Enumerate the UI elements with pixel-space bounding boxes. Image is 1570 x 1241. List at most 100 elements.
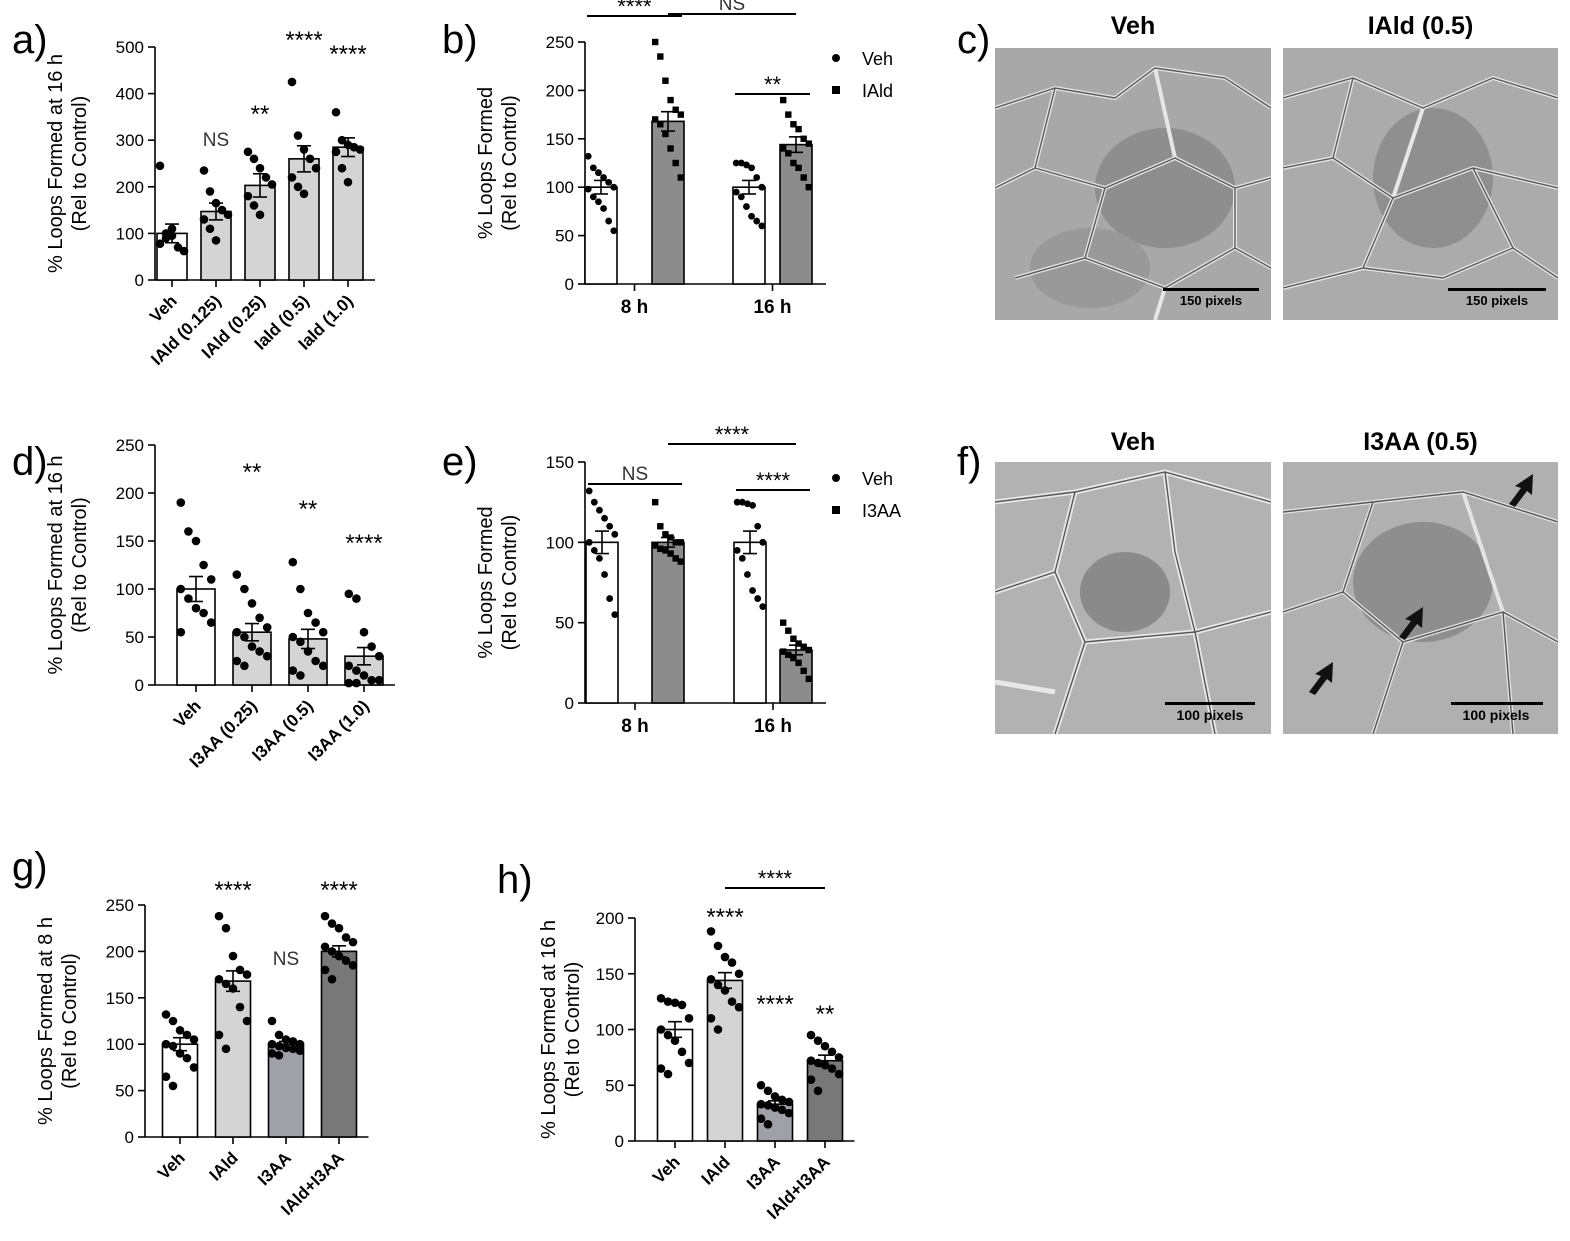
y-tick-label: 100 — [116, 580, 144, 599]
data-point — [656, 1025, 666, 1034]
y-axis-label-2: (Rel to Control) — [499, 95, 521, 231]
x-tick-label: 16 h — [754, 716, 792, 737]
data-point — [663, 1069, 673, 1079]
legend-marker — [832, 54, 840, 62]
data-point — [667, 534, 674, 541]
y-tick-label: 200 — [106, 942, 134, 961]
chart-panel-g: 0 50 100 150 200 250 % Loops Formed at 8 h (Rel… — [35, 877, 369, 1219]
chart-panel-h: 0 50 100 150 200 % Loops Formed at 16 h (Rel t… — [538, 866, 855, 1223]
data-point — [662, 531, 669, 538]
data-point — [753, 217, 761, 225]
data-point — [343, 177, 353, 187]
bar — [176, 588, 216, 686]
data-point — [600, 205, 607, 212]
scale-bar-label: 100 pixels — [1176, 707, 1244, 723]
significance-label: **** — [758, 866, 793, 891]
data-point — [327, 974, 337, 984]
y-tick-label: 50 — [115, 1082, 134, 1101]
data-point — [713, 941, 723, 951]
micrograph-c-iald: 150 pixels — [1283, 48, 1558, 320]
data-point — [734, 1002, 744, 1012]
data-point — [805, 646, 812, 654]
data-point — [785, 627, 792, 634]
data-point — [374, 651, 384, 661]
data-point — [663, 1030, 673, 1040]
data-point — [677, 558, 684, 565]
data-point — [182, 1030, 192, 1040]
data-point — [255, 163, 265, 173]
data-point — [595, 169, 602, 177]
data-point — [652, 116, 659, 123]
micrograph-c-iald-network — [1283, 48, 1558, 320]
data-point — [605, 217, 613, 225]
data-point — [834, 1053, 844, 1062]
data-point — [221, 923, 231, 933]
micrograph-c-left-title: Veh — [1110, 12, 1156, 40]
data-point — [242, 1016, 252, 1026]
data-point — [175, 1025, 185, 1035]
data-point — [287, 77, 297, 87]
data-point — [331, 107, 341, 117]
y-tick-label: 0 — [615, 1132, 624, 1151]
data-point — [228, 951, 238, 961]
data-point — [311, 163, 321, 173]
x-tick-label: I3AA — [254, 1148, 295, 1189]
data-point — [733, 546, 741, 554]
data-point — [720, 986, 730, 995]
data-point — [744, 500, 751, 508]
data-point — [168, 1081, 178, 1091]
data-point — [184, 527, 193, 536]
y-axis-label-2: (Rel to Control) — [69, 497, 91, 633]
data-point — [240, 632, 249, 642]
bar — [332, 146, 364, 281]
data-point — [311, 618, 320, 627]
data-point — [758, 183, 766, 191]
panel-label-h: h) — [497, 858, 533, 902]
data-point — [374, 675, 384, 685]
data-point — [596, 506, 603, 514]
data-point — [805, 140, 812, 147]
data-point — [274, 1051, 284, 1060]
significance-label: **** — [345, 530, 382, 557]
data-point — [305, 154, 315, 164]
data-point — [657, 53, 664, 60]
data-point — [790, 635, 797, 642]
data-point — [589, 193, 597, 201]
data-point — [355, 145, 365, 154]
data-point — [161, 1010, 171, 1019]
data-point — [191, 536, 201, 546]
data-point — [281, 1035, 291, 1044]
x-tick-label: IAld — [206, 1148, 242, 1184]
micrograph-f-veh-network — [995, 462, 1271, 734]
micrograph-f-right-title: I3AA (0.5) — [1363, 428, 1478, 456]
data-point — [662, 77, 669, 84]
legend-label: I3AA — [862, 501, 901, 521]
data-point — [677, 1000, 687, 1010]
bar — [584, 186, 618, 285]
data-point — [584, 185, 592, 193]
data-point — [610, 183, 618, 191]
y-tick-label: 150 — [116, 532, 144, 551]
data-point — [221, 979, 231, 989]
data-point — [255, 647, 264, 656]
data-point — [367, 675, 376, 685]
data-point — [327, 947, 337, 956]
bar — [585, 541, 619, 704]
data-point — [795, 640, 802, 647]
data-point — [176, 584, 186, 594]
x-tick-label: I3AA — [743, 1152, 784, 1193]
data-point — [605, 178, 613, 186]
scale-bar — [1165, 702, 1255, 705]
data-point — [652, 498, 659, 506]
data-point — [585, 487, 593, 495]
chart-panel-b: 0 50 100 150 200 250 % Loops Formed (Rel to Con… — [475, 0, 893, 318]
data-point — [344, 589, 354, 599]
panel-label-c: c) — [957, 18, 991, 62]
data-point — [341, 933, 351, 942]
data-point — [656, 993, 666, 1003]
data-point — [205, 224, 215, 234]
data-point — [211, 198, 221, 208]
data-point — [657, 523, 664, 530]
panel-label-d: d) — [12, 440, 48, 484]
x-tick-label: 16 h — [753, 297, 791, 318]
